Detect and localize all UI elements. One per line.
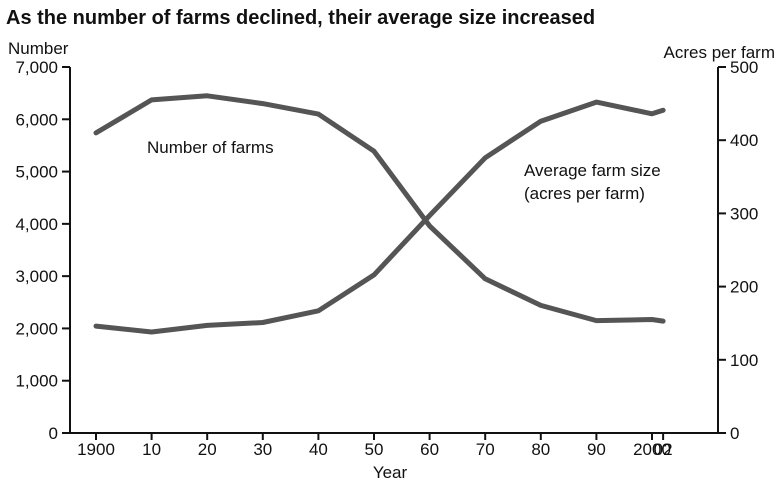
left-axis-title: Number [8,39,69,58]
x-tick-label: 1900 [77,440,115,459]
series-lines [96,96,663,332]
right-y-tick-label: 300 [730,204,758,223]
x-tick-label: 30 [253,440,272,459]
x-tick-label: 50 [365,440,384,459]
right-y-tick-label: 400 [730,131,758,150]
left-y-tick-label: 0 [49,424,58,443]
series-label-average-farm-size: (acres per farm) [524,184,645,203]
right-y-tick-label: 100 [730,351,758,370]
right-y-tick-label: 200 [730,278,758,297]
left-y-tick-label: 4,000 [15,215,58,234]
x-tick-label: 90 [587,440,606,459]
left-y-tick-label: 2,000 [15,319,58,338]
series-label-number-of-farms: Number of farms [147,138,274,157]
x-tick-label: 60 [420,440,439,459]
x-tick-label: 02 [654,440,673,459]
x-tick-label: 80 [531,440,550,459]
x-axis-title: Year [373,463,408,482]
x-tick-label: 40 [309,440,328,459]
left-y-tick-label: 6,000 [15,110,58,129]
right-y-tick-label: 0 [730,424,739,443]
left-y-tick-label: 5,000 [15,163,58,182]
x-tick-label: 20 [198,440,217,459]
series-line-number-of-farms [96,96,663,321]
left-y-tick-label: 1,000 [15,372,58,391]
right-y-tick-label: 500 [730,58,758,77]
chart-title: As the number of farms declined, their a… [6,7,595,29]
x-tick-label: 70 [476,440,495,459]
series-label-average-farm-size: Average farm size [524,161,661,180]
left-y-tick-label: 7,000 [15,58,58,77]
series-line-average-farm-size [96,102,663,332]
x-tick-label: 10 [142,440,161,459]
left-y-tick-label: 3,000 [15,267,58,286]
